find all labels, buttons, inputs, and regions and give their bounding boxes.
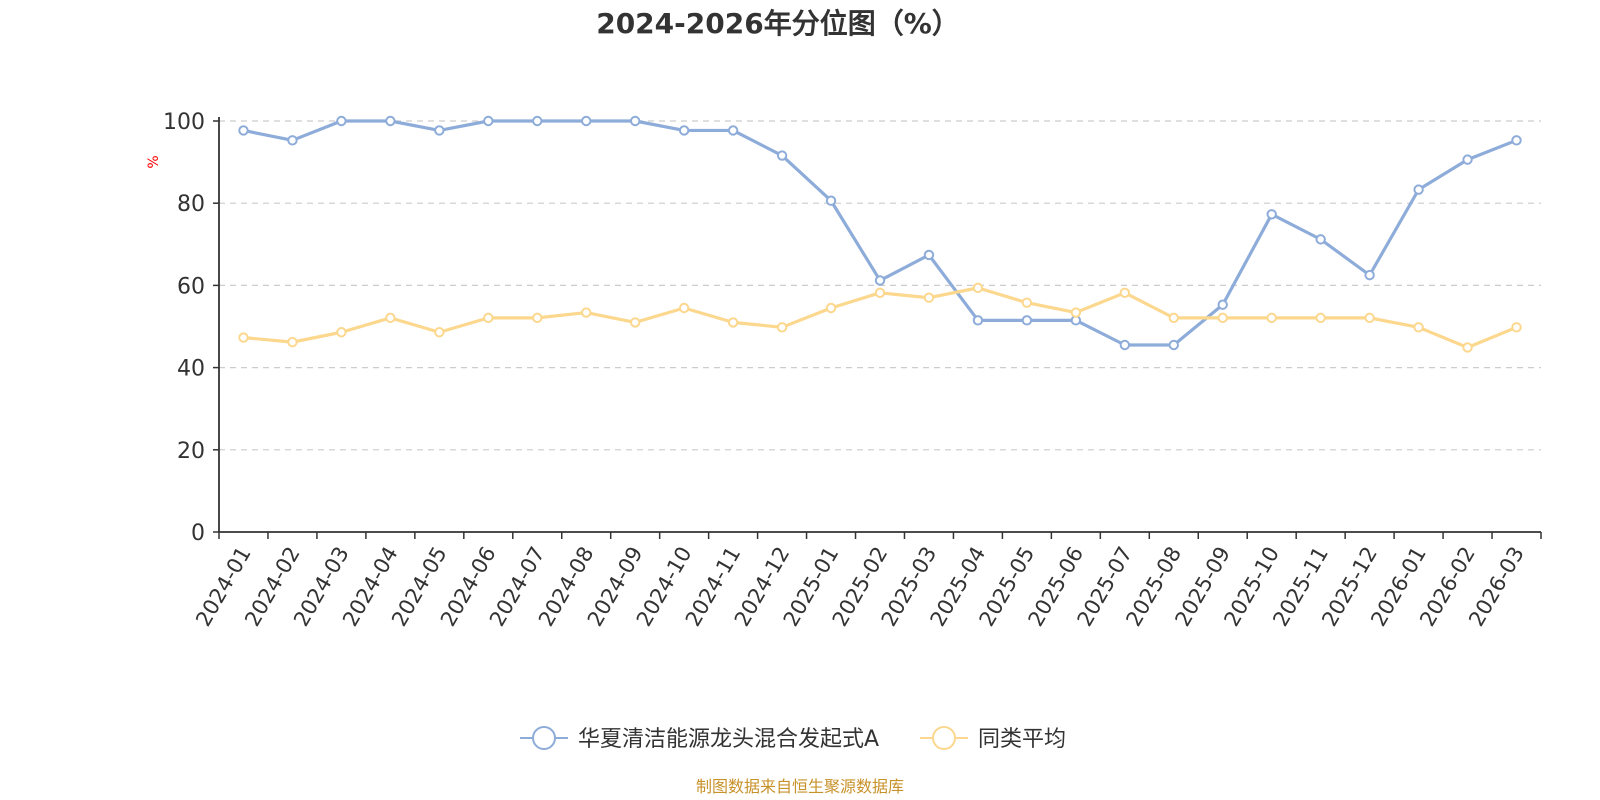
y-tick-label: 0: [191, 521, 205, 546]
data-point[interactable]: [336, 115, 347, 127]
data-point[interactable]: [923, 249, 935, 261]
data-point[interactable]: [1021, 315, 1033, 326]
data-point[interactable]: [629, 317, 641, 328]
data-point[interactable]: [1364, 312, 1375, 324]
series-line: [241, 119, 1519, 347]
series-group: [238, 282, 1522, 353]
data-point[interactable]: [1168, 339, 1179, 351]
data-point[interactable]: [678, 125, 690, 136]
data-point[interactable]: [1119, 287, 1131, 298]
data-point[interactable]: [385, 312, 396, 324]
data-point[interactable]: [776, 150, 788, 161]
legend-circle-icon: [932, 726, 956, 750]
data-point[interactable]: [238, 125, 249, 136]
data-point[interactable]: [532, 115, 543, 127]
data-point[interactable]: [1315, 234, 1326, 245]
series-lines: [238, 115, 1522, 353]
y-tick-label: 100: [163, 110, 205, 135]
data-point[interactable]: [1266, 209, 1277, 220]
data-point[interactable]: [972, 315, 984, 326]
data-point[interactable]: [1413, 184, 1424, 195]
data-point[interactable]: [1266, 312, 1277, 324]
y-tick-label: 40: [177, 357, 205, 382]
data-point[interactable]: [1315, 312, 1326, 324]
legend-item[interactable]: 华夏清洁能源龙头混合发起式A: [520, 726, 879, 752]
data-point[interactable]: [1217, 299, 1228, 310]
data-point[interactable]: [1217, 312, 1228, 324]
chart-title: 2024-2026年分位图（%）: [596, 7, 960, 40]
data-point[interactable]: [385, 115, 396, 127]
y-axis-unit-label: %: [146, 155, 162, 168]
data-point[interactable]: [238, 332, 249, 343]
data-point[interactable]: [483, 115, 494, 127]
data-point[interactable]: [336, 327, 347, 338]
axes: 0204060801002024-012024-022024-032024-04…: [163, 110, 1542, 630]
data-point[interactable]: [287, 336, 298, 348]
legend-label: 华夏清洁能源龙头混合发起式A: [578, 727, 879, 752]
data-point[interactable]: [1119, 339, 1131, 351]
data-point[interactable]: [1413, 322, 1424, 333]
y-tick-label: 20: [177, 439, 205, 464]
data-point[interactable]: [483, 312, 494, 324]
data-point[interactable]: [1364, 269, 1375, 281]
y-tick-label: 60: [177, 274, 205, 299]
data-source-note: 制图数据来自恒生聚源数据库: [696, 777, 904, 796]
data-point[interactable]: [1511, 322, 1522, 333]
series-group: [238, 115, 1522, 351]
data-point[interactable]: [434, 327, 445, 338]
data-point[interactable]: [727, 317, 739, 328]
data-point[interactable]: [629, 115, 641, 127]
data-point[interactable]: [1168, 312, 1179, 324]
data-point[interactable]: [874, 275, 886, 286]
data-point[interactable]: [1462, 154, 1473, 165]
data-point[interactable]: [1070, 307, 1082, 318]
data-point[interactable]: [825, 195, 837, 206]
data-point[interactable]: [434, 125, 445, 136]
legend-label: 同类平均: [978, 727, 1066, 752]
data-point[interactable]: [1511, 135, 1522, 146]
data-point[interactable]: [874, 287, 886, 298]
data-point[interactable]: [678, 302, 690, 314]
legend[interactable]: 华夏清洁能源龙头混合发起式A 同类平均: [520, 726, 1066, 752]
data-point[interactable]: [1021, 297, 1033, 308]
data-point[interactable]: [581, 115, 592, 127]
data-point[interactable]: [923, 292, 935, 303]
legend-circle-icon: [532, 726, 556, 750]
data-point[interactable]: [532, 312, 543, 324]
data-point[interactable]: [287, 135, 298, 146]
data-point[interactable]: [581, 307, 592, 318]
y-tick-label: 80: [177, 192, 205, 217]
data-point[interactable]: [825, 302, 837, 314]
data-point[interactable]: [1462, 342, 1473, 353]
data-point[interactable]: [727, 125, 739, 136]
data-point[interactable]: [776, 322, 788, 333]
data-point[interactable]: [972, 282, 984, 294]
legend-item[interactable]: 同类平均: [920, 726, 1066, 752]
